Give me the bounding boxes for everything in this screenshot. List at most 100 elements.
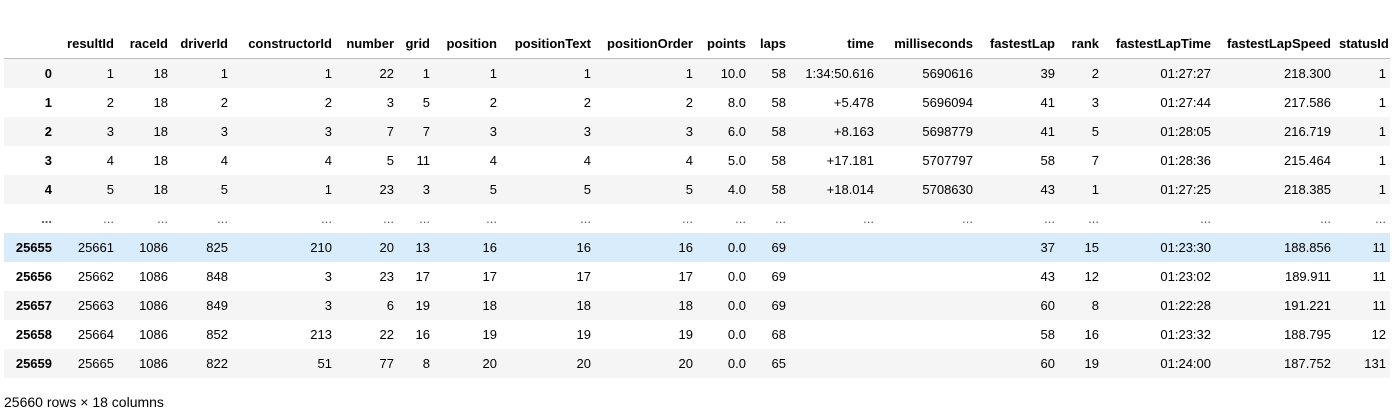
table-cell: [790, 233, 878, 262]
table-cell: 3: [106, 123, 114, 139]
table-cell: +17.181: [826, 152, 874, 168]
table-cell: 01:23:02: [1160, 268, 1211, 284]
table-cell: 60: [1040, 297, 1055, 313]
column-header: fastestLapSpeed: [1215, 28, 1335, 59]
table-cell: 18: [153, 65, 168, 81]
table-cell: 11: [1372, 297, 1387, 313]
header-row: resultId raceId driverId constructorId numbe…: [4, 28, 1390, 59]
table-cell: 1: [1378, 152, 1386, 168]
table-cell: 1: [1378, 181, 1386, 197]
table-cell: 17: [415, 268, 430, 284]
table-cell: 7: [386, 123, 394, 139]
table-cell: +18.014: [826, 181, 874, 197]
table-cell: 3: [324, 268, 332, 284]
table-cell: 2: [324, 94, 332, 110]
table-cell: 4: [324, 152, 332, 168]
table-cell: 5690616: [922, 65, 973, 81]
table-cell: [878, 291, 977, 320]
table-cell: ...: [1320, 210, 1331, 226]
column-header: fastestLap: [977, 28, 1059, 59]
table-cell: 5: [583, 181, 591, 197]
table-cell: ...: [735, 210, 746, 226]
table-cell: 25662: [77, 268, 114, 284]
table-cell: 1: [1378, 94, 1386, 110]
table-cell: 5: [106, 181, 114, 197]
table-cell: 4.0: [727, 181, 746, 197]
table-cell: 2: [583, 94, 591, 110]
table-cell: 188.856: [1284, 239, 1331, 255]
table-cell: [790, 349, 878, 378]
table-cell: 1:34:50.616: [805, 65, 874, 81]
table-cell: [790, 291, 878, 320]
row-index: 25656: [15, 268, 52, 284]
table-cell: 852: [206, 326, 228, 342]
table-row: 4 5 18 5 1 23 3 5 5 5 4.0 58 +18.014 5708630 43 1 01:27:…: [4, 174, 1390, 204]
table-cell: 22: [379, 326, 394, 342]
column-header: position: [434, 28, 501, 59]
table-cell: 12: [1084, 268, 1099, 284]
row-index: 4: [44, 181, 52, 197]
table-cell: 1: [1378, 65, 1386, 81]
table-cell: 188.795: [1284, 326, 1331, 342]
table-cell: 23: [379, 268, 394, 284]
table-cell: ...: [157, 210, 168, 226]
table-cell: 51: [317, 355, 332, 371]
table-cell: 18: [678, 297, 693, 313]
table-cell: 213: [310, 326, 332, 342]
table-cell: 3: [324, 297, 332, 313]
table-cell: 18: [153, 181, 168, 197]
table-cell: 01:28:05: [1160, 123, 1211, 139]
table-cell: 1: [324, 65, 332, 81]
table-cell: 1: [106, 65, 114, 81]
table-cell: 1: [1378, 123, 1386, 139]
column-header: milliseconds: [878, 28, 977, 59]
table-cell: 7: [1091, 152, 1099, 168]
table-cell: 849: [206, 297, 228, 313]
table-cell: 1086: [139, 326, 168, 342]
table-cell: 6: [386, 297, 394, 313]
table-row: 25659 25665 1086 822 51 77 8 20 20 20 0.0 65 60 19 01:…: [4, 348, 1390, 378]
table-cell: 0.0: [727, 355, 746, 371]
table-cell: 5: [422, 94, 430, 110]
table-cell: 25665: [77, 355, 114, 371]
table-cell: 16: [678, 239, 693, 255]
table-cell: 2: [220, 94, 228, 110]
dataframe-table: resultId raceId driverId constructorId numbe…: [4, 28, 1390, 378]
table-cell: 58: [771, 94, 786, 110]
table-cell: 20: [678, 355, 693, 371]
table-cell: 25663: [77, 297, 114, 313]
table-row: 3 4 18 4 4 5 11 4 4 4 5.0 58 +17.181 5707797 58 7 01:28:…: [4, 145, 1390, 175]
row-index: 3: [44, 152, 52, 168]
table-cell: 3: [489, 123, 497, 139]
table-cell: 39: [1040, 65, 1055, 81]
table-cell: 822: [206, 355, 228, 371]
table-cell: 60: [1040, 355, 1055, 371]
table-cell: 187.752: [1284, 355, 1331, 371]
table-cell: 11: [416, 152, 431, 168]
dataframe-shape-caption: 25660 rows × 18 columns: [4, 394, 164, 410]
column-header: driverId: [172, 28, 232, 59]
ellipsis-row: ........................................…: [4, 203, 1390, 233]
table-cell: ...: [580, 210, 591, 226]
table-cell: ...: [1044, 210, 1055, 226]
table-cell: 8: [1091, 297, 1099, 313]
table-cell: 41: [1040, 94, 1055, 110]
table-cell: 69: [771, 268, 786, 284]
table-cell: 19: [678, 326, 693, 342]
table-cell: 4: [220, 152, 228, 168]
table-cell: 19: [576, 326, 591, 342]
table-cell: 217.586: [1284, 94, 1331, 110]
table-cell: 15: [1084, 239, 1099, 255]
table-cell: 1086: [139, 297, 168, 313]
table-cell: 20: [482, 355, 497, 371]
table-cell: 189.911: [1284, 268, 1331, 284]
table-row: 25656 25662 1086 848 3 23 17 17 17 17 0.0 69 43 12 01:…: [4, 261, 1390, 291]
row-index: 1: [44, 94, 52, 110]
table-cell: 6.0: [727, 123, 746, 139]
table-cell: 5: [489, 181, 497, 197]
table-cell: 1086: [139, 268, 168, 284]
table-row: 1 2 18 2 2 3 5 2 2 2 8.0 58 +5.478 5696094 41 3 01:27:44…: [4, 87, 1390, 117]
table-cell: 8: [422, 355, 430, 371]
table-cell: [878, 262, 977, 291]
table-cell: 16: [415, 326, 430, 342]
